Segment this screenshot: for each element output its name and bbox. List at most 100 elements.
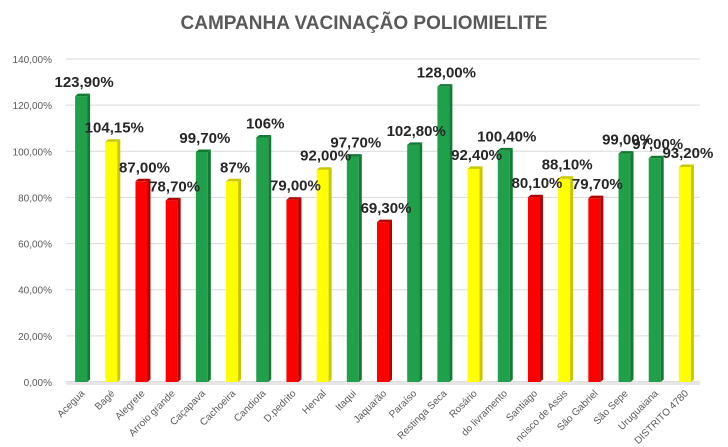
bars: [75, 84, 694, 383]
bar-5: [195, 149, 211, 382]
data-label: 69,30%: [361, 200, 412, 217]
data-label: 92,40%: [451, 147, 502, 164]
x-tick-label: Bagé: [93, 388, 118, 413]
bar-face: [226, 181, 239, 382]
bar-side: [449, 84, 453, 382]
bar-top: [497, 147, 513, 151]
data-label: 97,00%: [632, 136, 683, 153]
bar-face: [377, 222, 389, 382]
data-label: 102,80%: [387, 123, 446, 140]
bar-10: [346, 154, 362, 382]
y-axis: 0,00% 20,00% 40,00% 60,00% 80,00% 100,00% 120,…: [13, 55, 53, 389]
bar-face: [316, 169, 329, 382]
bar-top: [678, 164, 694, 167]
bar-16: [527, 194, 543, 382]
data-label: 104,15%: [85, 120, 144, 137]
bar-top: [105, 139, 121, 142]
data-label: 106%: [246, 115, 284, 132]
bar-18: [588, 195, 604, 382]
bar-face: [678, 166, 691, 382]
bar-2: [105, 139, 121, 382]
bar-side: [630, 151, 634, 382]
data-label: 78,70%: [149, 178, 200, 195]
bar-4: [165, 197, 181, 382]
data-label: 80,10%: [512, 175, 563, 192]
x-tick-label: Jaquarão: [352, 388, 390, 426]
bar-11: [377, 219, 392, 382]
bar-17: [558, 176, 574, 382]
x-tick-label: Acegua: [55, 388, 87, 420]
bar-13: [437, 84, 453, 382]
bar-20: [648, 155, 664, 382]
bar-top: [648, 155, 664, 159]
y-tick-label: 0,00%: [24, 378, 52, 389]
bar-side: [87, 93, 91, 383]
bar-face: [256, 137, 269, 382]
bar-7: [256, 134, 272, 382]
y-tick-label: 60,00%: [18, 240, 52, 251]
bar-face: [407, 144, 420, 382]
bar-top: [226, 178, 242, 182]
bar-3: [135, 178, 151, 382]
bar-side: [147, 178, 151, 382]
chart-floor: [66, 382, 700, 385]
data-label: 123,90%: [54, 74, 113, 91]
bar-top: [437, 84, 453, 87]
bar-face: [437, 86, 450, 382]
bar-top: [75, 93, 91, 97]
data-label: 93,20%: [662, 145, 713, 162]
bar-top: [316, 167, 332, 170]
bar-side: [509, 147, 513, 382]
bar-side: [268, 134, 272, 382]
bar-15: [497, 147, 513, 382]
data-label: 99,70%: [179, 130, 230, 147]
bar-top: [558, 176, 574, 179]
bar-top: [618, 151, 634, 154]
x-tick-label: Herval: [301, 388, 329, 416]
bar-side: [419, 142, 423, 382]
data-label: 79,00%: [270, 178, 321, 195]
bar-side: [539, 194, 543, 382]
bar-side: [660, 155, 664, 382]
bar-side: [358, 154, 362, 382]
x-tick-label: D.pedrito: [262, 388, 299, 425]
data-label: 128,00%: [417, 65, 476, 82]
bar-top: [165, 197, 181, 201]
bar-top: [195, 149, 211, 152]
bar-face: [105, 141, 118, 382]
bar-face: [346, 156, 359, 382]
bar-side: [298, 197, 302, 382]
data-label: 88,10%: [542, 157, 593, 174]
y-tick-label: 100,00%: [13, 147, 53, 158]
bar-top: [377, 219, 392, 223]
bar-face: [558, 178, 571, 382]
bar-face: [588, 198, 601, 382]
bar-21: [678, 164, 694, 382]
data-label: 92,00%: [300, 148, 351, 165]
bar-face: [165, 200, 178, 382]
y-tick-label: 80,00%: [18, 193, 52, 204]
bar-side: [570, 176, 574, 382]
bar-side: [389, 219, 392, 382]
bar-side: [177, 197, 181, 382]
y-tick-label: 40,00%: [18, 286, 52, 297]
bar-side: [238, 178, 242, 382]
x-tick-label: DISTRITO 4780: [633, 388, 692, 447]
bar-top: [286, 197, 302, 200]
y-tick-label: 120,00%: [13, 101, 53, 112]
bar-side: [690, 164, 694, 382]
bar-top: [467, 166, 483, 169]
bar-face: [467, 168, 480, 382]
data-label: 87,00%: [119, 159, 170, 176]
bar-side: [117, 139, 121, 382]
data-label: 87%: [220, 159, 250, 176]
chart-title: CAMPANHA VACINAÇÃO POLIOMIELITE: [181, 12, 548, 34]
bar-8: [286, 197, 302, 382]
bar-12: [407, 142, 423, 382]
bar-face: [527, 197, 540, 382]
bar-1: [75, 93, 91, 383]
bar-top: [527, 194, 543, 198]
bar-top: [588, 195, 604, 199]
bar-19: [618, 151, 634, 382]
